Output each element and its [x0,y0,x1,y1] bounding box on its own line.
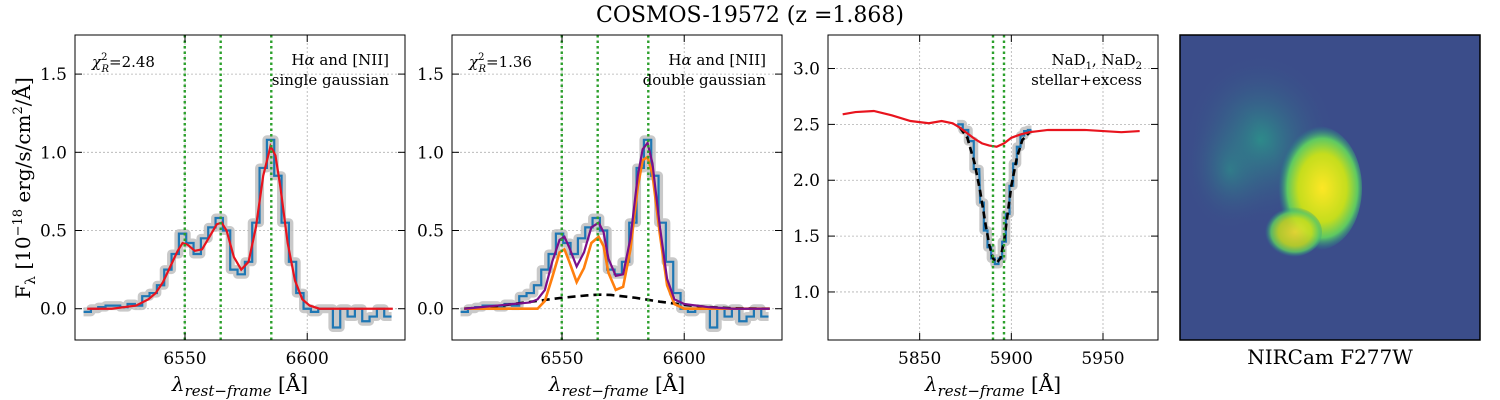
x-tick-label: 6550 [163,349,206,369]
y-axis-label: Fλ [10−18 erg/s/cm2/Å] [10,77,39,299]
image-halo-2 [1185,110,1275,230]
error-band [83,135,392,332]
y-tick-label: 2.5 [793,115,820,135]
axes-frame [827,34,1159,341]
y-tick-label: 0.5 [417,222,444,242]
single-gaussian-model [87,142,393,310]
y-tick-label: 0.5 [40,222,67,242]
y-tick-label: 0.0 [417,300,444,320]
panel-annotation-line: Hα and [NII] [668,51,766,69]
x-tick-label: 5950 [1081,349,1124,369]
data-spectrum [83,138,392,329]
y-tick-label: 2.0 [793,171,820,191]
chi2-annotation: χ2 R=2.48 [91,52,155,75]
y-tick-label: 3.0 [793,60,820,80]
x-axis-label: λrest−frame [Å] [548,371,685,400]
panel-annotation-line: NaD1, NaD2 [1052,51,1143,72]
axes-frame [74,34,406,341]
panel-halpha-double: 6550 6600 0.0 0.5 1.0 1.5 λrest−frame [Å] χ2 R=1… [417,34,783,400]
x-tick-label: 6600 [286,349,329,369]
image-label: NIRCam F277W [1247,345,1413,369]
chi2-annotation: χ2 R=1.36 [468,52,532,75]
image-frame [1179,34,1481,341]
panel-nad: 5850 5900 5950 1.0 1.5 2.0 2.5 3.0 λrest−frame [… [793,34,1159,400]
x-tick-label: 5850 [898,349,941,369]
stellar-excess-model [958,126,1031,265]
panel-annotation-line: double gaussian [643,71,767,89]
narrow-component [464,154,770,311]
plot-area [842,35,1140,340]
y-tick-label: 1.0 [40,143,67,163]
x-tick-label: 6600 [663,349,706,369]
panel-annotation-line: stellar+excess [1031,71,1142,89]
y-tick-label: 1.0 [417,143,444,163]
y-tick-label: 1.0 [793,283,820,303]
plot-area [460,35,770,340]
x-axis-label: λrest−frame [Å] [924,371,1061,400]
y-tick-label: 0.0 [40,300,67,320]
y-tick-label: 1.5 [793,227,820,247]
x-axis-label: λrest−frame [Å] [171,371,308,400]
nircam-image-panel: NIRCam F277W [1179,34,1481,369]
stellar-model [842,109,1140,148]
axes-frame [451,34,783,341]
data-spectrum [460,138,769,329]
x-tick-label: 6550 [540,349,583,369]
error-band [460,135,769,332]
y-tick-label: 1.5 [40,65,67,85]
panel-annotation-line: Hα and [NII] [291,51,389,69]
total-model [464,140,770,310]
image-source-tail [1262,207,1322,257]
x-tick-label: 5900 [990,349,1033,369]
panel-annotation-line: single gaussian [272,71,390,89]
panel-halpha-single: 6550 6600 0.0 0.5 1.0 1.5 λrest−frame [Å] χ2 R=2… [40,34,406,400]
y-tick-label: 1.5 [417,65,444,85]
figure-title: COSMOS-19572 (z =1.868) [596,3,904,28]
plot-area [83,35,393,340]
